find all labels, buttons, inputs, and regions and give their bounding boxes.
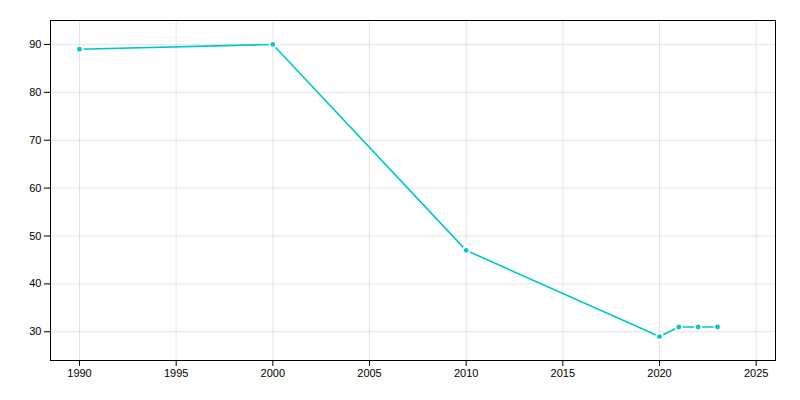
svg-text:2025: 2025 (744, 367, 768, 379)
svg-text:2010: 2010 (454, 367, 478, 379)
svg-text:40: 40 (29, 277, 41, 289)
svg-text:80: 80 (29, 86, 41, 98)
svg-text:2005: 2005 (357, 367, 381, 379)
svg-text:30: 30 (29, 325, 41, 337)
svg-text:1995: 1995 (164, 367, 188, 379)
svg-text:2015: 2015 (551, 367, 575, 379)
svg-text:2000: 2000 (261, 367, 285, 379)
svg-text:70: 70 (29, 134, 41, 146)
svg-text:60: 60 (29, 182, 41, 194)
svg-text:2020: 2020 (647, 367, 671, 379)
svg-text:50: 50 (29, 230, 41, 242)
svg-text:1990: 1990 (67, 367, 91, 379)
svg-text:90: 90 (29, 38, 41, 50)
